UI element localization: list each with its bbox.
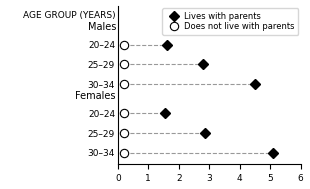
Text: AGE GROUP (YEARS): AGE GROUP (YEARS) xyxy=(23,11,116,20)
Legend: Lives with parents, Does not live with parents: Lives with parents, Does not live with p… xyxy=(162,8,298,35)
Text: Males: Males xyxy=(88,22,116,32)
Text: Females: Females xyxy=(75,91,116,101)
